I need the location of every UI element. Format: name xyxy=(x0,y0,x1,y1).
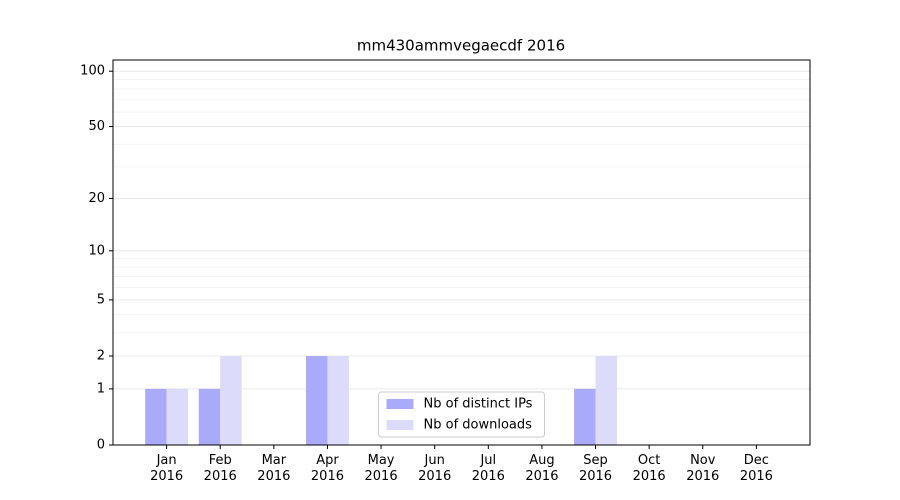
y-tick-label: 0 xyxy=(97,438,105,453)
y-tick-label: 5 xyxy=(97,292,105,307)
legend-swatch xyxy=(386,420,414,430)
legend-swatch xyxy=(386,399,414,409)
y-tick-label: 1 xyxy=(97,381,105,396)
x-tick-label: Mar 2016 xyxy=(257,453,291,484)
x-tick-label: Nov 2016 xyxy=(686,453,720,484)
x-tick-label: Sep 2016 xyxy=(578,453,613,484)
y-tick-label: 100 xyxy=(80,64,105,79)
x-tick-label: May 2016 xyxy=(364,453,398,484)
legend-label: Nb of distinct IPs xyxy=(424,397,533,412)
plot-frame xyxy=(112,59,811,446)
legend-label: Nb of downloads xyxy=(424,418,533,433)
x-tick-label: Jul 2016 xyxy=(471,453,505,484)
y-tick-label: 50 xyxy=(88,119,105,134)
legend-box xyxy=(378,391,545,438)
y-tick-label: 2 xyxy=(97,349,105,364)
x-tick-label: Oct 2016 xyxy=(632,453,666,484)
chart-title: mm430ammvegaecdf 2016 xyxy=(357,37,565,55)
bar xyxy=(198,388,221,445)
bar xyxy=(220,356,242,445)
bar xyxy=(145,388,167,445)
bar xyxy=(327,356,349,445)
bar xyxy=(574,388,596,445)
bar xyxy=(166,388,189,445)
bar xyxy=(595,356,617,445)
x-tick-label: Feb 2016 xyxy=(203,453,237,484)
y-tick-label: 10 xyxy=(88,243,105,258)
x-tick-label: Aug 2016 xyxy=(525,453,559,484)
x-tick-label: Dec 2016 xyxy=(739,453,773,484)
x-tick-label: Jun 2016 xyxy=(418,453,452,484)
bar xyxy=(306,356,328,445)
x-tick-label: Jan 2016 xyxy=(150,453,184,484)
x-tick-label: Apr 2016 xyxy=(310,453,344,484)
y-tick-label: 20 xyxy=(88,191,105,206)
